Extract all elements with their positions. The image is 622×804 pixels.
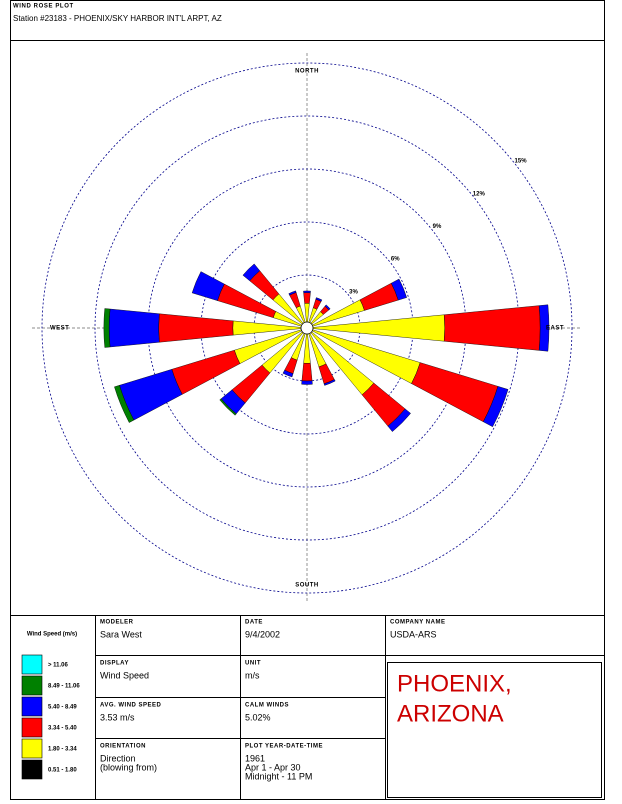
field-value: Midnight - 11 PM <box>245 771 312 781</box>
legend-swatch <box>21 738 43 759</box>
field-label: DISPLAY <box>100 661 129 667</box>
grid-ring <box>41 62 573 594</box>
field-value: (blowing from) <box>100 762 157 772</box>
wedge <box>304 303 310 325</box>
direction-label: NORTH <box>295 69 319 75</box>
wedge <box>158 313 234 343</box>
location-box <box>387 662 602 798</box>
wedge <box>114 385 135 423</box>
wedge <box>359 282 399 311</box>
wedge <box>411 362 499 423</box>
wedge <box>482 386 509 428</box>
wedge <box>443 305 541 351</box>
chart: 3% 6% 9% 12% 15% NORTH EAST SOUTH WEST <box>32 53 582 603</box>
wedge <box>103 308 111 348</box>
location-name: ARIZONA <box>397 700 504 727</box>
legend-swatch <box>21 654 43 675</box>
r-tick-label: 9% <box>433 224 442 230</box>
legend-swatch <box>21 696 43 717</box>
field-value: Wind Speed <box>100 670 149 680</box>
wedge <box>171 349 241 395</box>
legend-label: 5.40 - 8.49 <box>48 705 77 711</box>
legend-label: 3.34 - 5.40 <box>48 726 77 732</box>
wedge <box>108 308 160 348</box>
wedge <box>242 263 261 282</box>
field-value: 1961 <box>245 753 265 763</box>
field-value: Sara West <box>100 629 142 639</box>
header-title: WIND ROSE PLOT <box>13 4 74 10</box>
field-label: ORIENTATION <box>100 744 146 750</box>
field-label: COMPANY NAME <box>390 620 445 626</box>
info-panel: Wind Speed (m/s) 0.51 - 1.80 1.80 - 3.34 3.… <box>21 620 512 781</box>
wedge <box>289 292 301 308</box>
calm-circle <box>300 321 314 335</box>
wedge <box>288 290 297 296</box>
location-name: PHOENIX, <box>397 670 512 697</box>
wedge <box>324 304 331 311</box>
r-tick-label: 12% <box>473 191 486 197</box>
legend-swatch <box>21 717 43 738</box>
wedge <box>387 408 411 432</box>
field-value: Apr 1 - Apr 30 <box>245 762 301 772</box>
field-label: DATE <box>245 620 263 626</box>
wedge <box>303 290 311 294</box>
wedge <box>390 278 407 301</box>
field-label: CALM WINDS <box>245 703 289 709</box>
field-label: MODELER <box>100 620 134 626</box>
legend-label: 1.80 - 3.34 <box>48 747 77 753</box>
legend-title: Wind Speed (m/s) <box>27 632 77 638</box>
wedge <box>301 362 313 382</box>
legend-swatch <box>21 759 43 780</box>
field-label: UNIT <box>245 661 261 667</box>
legend-label: > 11.06 <box>48 663 69 669</box>
wedge <box>303 292 311 304</box>
field-label: PLOT YEAR-DATE-TIME <box>245 744 323 750</box>
wedge <box>219 398 237 416</box>
field-value: USDA-ARS <box>390 629 437 639</box>
field-value: 5.02% <box>245 712 271 722</box>
direction-label: EAST <box>546 326 564 332</box>
r-tick-label: 6% <box>391 257 400 263</box>
direction-label: SOUTH <box>295 583 319 589</box>
field-label: AVG. WIND SPEED <box>100 703 162 709</box>
wedge <box>282 369 294 378</box>
field-value: 9/4/2002 <box>245 629 280 639</box>
wedge <box>323 379 336 386</box>
field-value: 3.53 m/s <box>100 712 135 722</box>
direction-label: WEST <box>50 326 69 332</box>
wedge <box>315 297 323 302</box>
legend-label: 8.49 - 11.06 <box>48 684 80 690</box>
r-tick-label: 3% <box>349 289 358 295</box>
station: Station #23183 - PHOENIX/SKY HARBOR INT'… <box>13 14 222 23</box>
legend-swatch <box>21 675 43 696</box>
r-tick-label: 15% <box>515 159 528 165</box>
wedge <box>301 380 313 385</box>
legend-label: 0.51 - 1.80 <box>48 768 77 774</box>
outer-frame <box>10 0 605 800</box>
field-value: Direction <box>100 753 136 763</box>
wedge <box>191 271 225 301</box>
wedge <box>538 304 550 352</box>
field-value: m/s <box>245 670 260 680</box>
